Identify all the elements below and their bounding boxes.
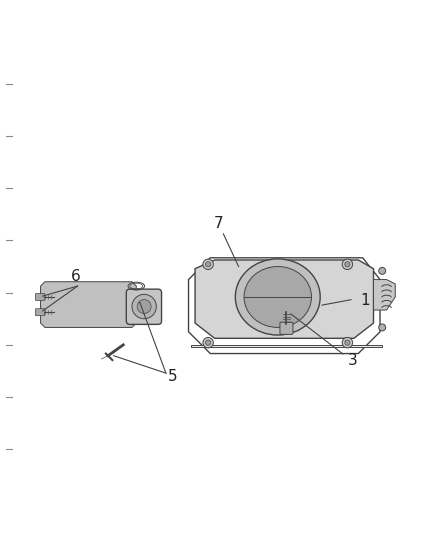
FancyBboxPatch shape [35,294,45,301]
Circle shape [132,294,156,319]
Ellipse shape [235,259,320,335]
Circle shape [345,262,350,267]
Polygon shape [41,282,136,327]
Text: 6: 6 [71,269,80,284]
Polygon shape [51,286,130,325]
Circle shape [137,300,151,313]
FancyBboxPatch shape [126,289,162,325]
Polygon shape [191,345,382,347]
Text: 1: 1 [360,293,370,308]
Circle shape [205,340,211,345]
FancyBboxPatch shape [119,295,141,317]
Circle shape [379,268,386,274]
Circle shape [342,259,353,270]
Circle shape [203,259,213,270]
Circle shape [203,337,213,348]
Text: 5: 5 [168,369,178,384]
Polygon shape [374,279,395,310]
Polygon shape [195,260,374,338]
Ellipse shape [244,266,311,327]
FancyBboxPatch shape [35,309,45,316]
Text: 3: 3 [347,352,357,368]
Circle shape [205,262,211,267]
Text: 7: 7 [214,216,224,231]
Circle shape [345,340,350,345]
FancyBboxPatch shape [280,322,293,334]
Circle shape [342,337,353,348]
Circle shape [379,324,386,331]
